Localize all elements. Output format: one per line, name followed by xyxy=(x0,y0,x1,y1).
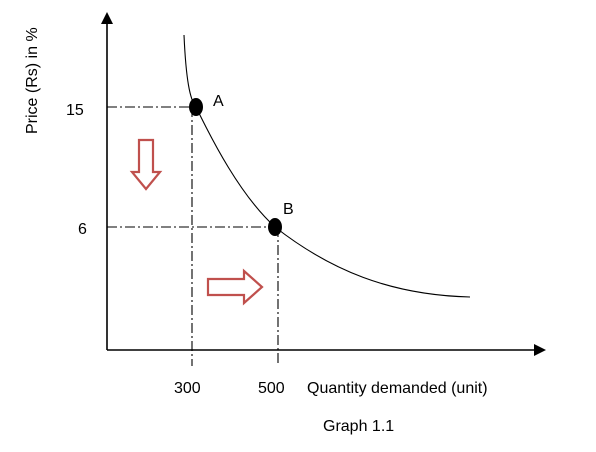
y-tick-label: 15 xyxy=(66,102,84,119)
y-tick-label: 6 xyxy=(78,221,87,238)
guide-lines xyxy=(107,106,279,366)
x-axis-arrowhead xyxy=(534,344,546,356)
point-a-label: A xyxy=(213,93,224,110)
x-axis-title: Quantity demanded (unit) xyxy=(307,380,488,397)
x-tick-label: 300 xyxy=(174,380,201,397)
price-down-arrow xyxy=(129,138,163,191)
point-b-label: B xyxy=(283,201,294,218)
point-a-marker xyxy=(189,98,203,116)
demand-curve xyxy=(183,34,471,298)
y-axis-title: Price (Rs) in % xyxy=(24,27,41,134)
quantity-right-arrow xyxy=(206,268,264,306)
graph-caption: Graph 1.1 xyxy=(323,418,394,435)
y-axis-arrowhead xyxy=(101,12,113,24)
point-b-marker xyxy=(268,218,282,236)
x-tick-label: 500 xyxy=(258,380,285,397)
